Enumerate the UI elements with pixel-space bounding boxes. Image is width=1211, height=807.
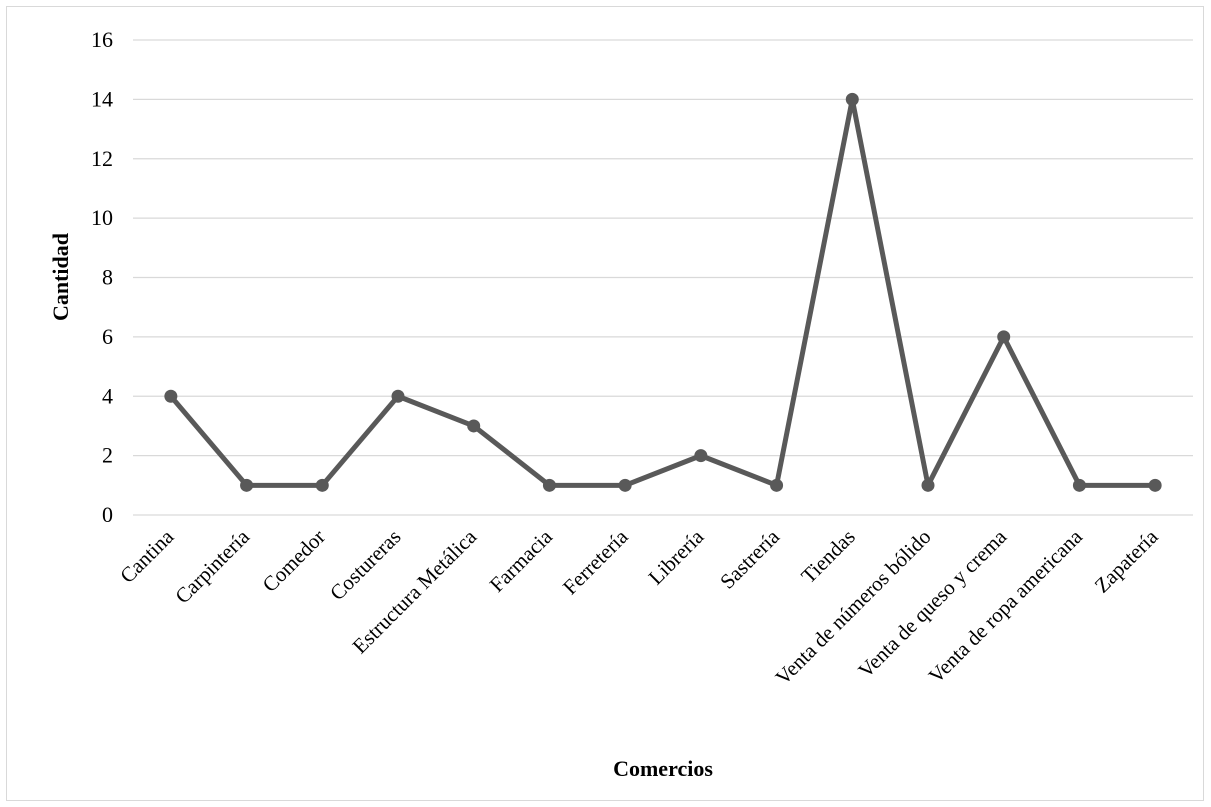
x-tick-label: Cantina xyxy=(115,524,179,588)
x-tick-label: Tiendas xyxy=(796,525,859,588)
y-tick-label: 12 xyxy=(91,146,113,171)
data-point xyxy=(1148,478,1162,492)
data-point xyxy=(542,478,556,492)
series-line xyxy=(168,96,1158,488)
data-point xyxy=(921,478,935,492)
data-point xyxy=(618,478,632,492)
y-axis-title: Cantidad xyxy=(48,233,73,321)
data-point xyxy=(1072,478,1086,492)
x-tick-label: Venta de queso y crema xyxy=(853,524,1011,682)
y-axis-ticks: 0 2 4 6 8 10 12 14 16 xyxy=(91,27,113,527)
y-tick-label: 2 xyxy=(102,443,113,468)
data-point xyxy=(694,449,708,463)
y-tick-label: 14 xyxy=(91,86,113,111)
chart-frame xyxy=(6,6,1204,801)
x-tick-label: Sastrería xyxy=(715,524,784,593)
data-point xyxy=(770,478,784,492)
x-axis-title: Comercios xyxy=(613,756,713,781)
data-point xyxy=(997,330,1011,344)
x-tick-label: Zapatería xyxy=(1090,524,1164,598)
series-group xyxy=(164,92,1162,492)
gridlines xyxy=(133,39,1193,516)
data-point xyxy=(164,389,178,403)
y-tick-label: 6 xyxy=(102,324,113,349)
data-point xyxy=(315,478,329,492)
x-tick-label: Carpintería xyxy=(170,524,254,608)
y-tick-label: 0 xyxy=(102,502,113,527)
data-point xyxy=(391,389,405,403)
x-tick-label: Venta de ropa americana xyxy=(924,524,1088,688)
data-point xyxy=(240,478,254,492)
x-tick-label: Costureras xyxy=(325,525,405,605)
data-point xyxy=(467,419,481,433)
y-tick-label: 10 xyxy=(91,205,113,230)
y-tick-label: 4 xyxy=(102,383,113,408)
y-tick-label: 8 xyxy=(102,265,113,290)
x-tick-label: Librería xyxy=(644,524,709,589)
y-tick-label: 16 xyxy=(91,27,113,52)
x-tick-label: Ferretería xyxy=(558,524,633,599)
data-point xyxy=(845,92,859,106)
x-tick-label: Comedor xyxy=(258,525,330,597)
x-tick-label: Farmacia xyxy=(485,524,558,597)
